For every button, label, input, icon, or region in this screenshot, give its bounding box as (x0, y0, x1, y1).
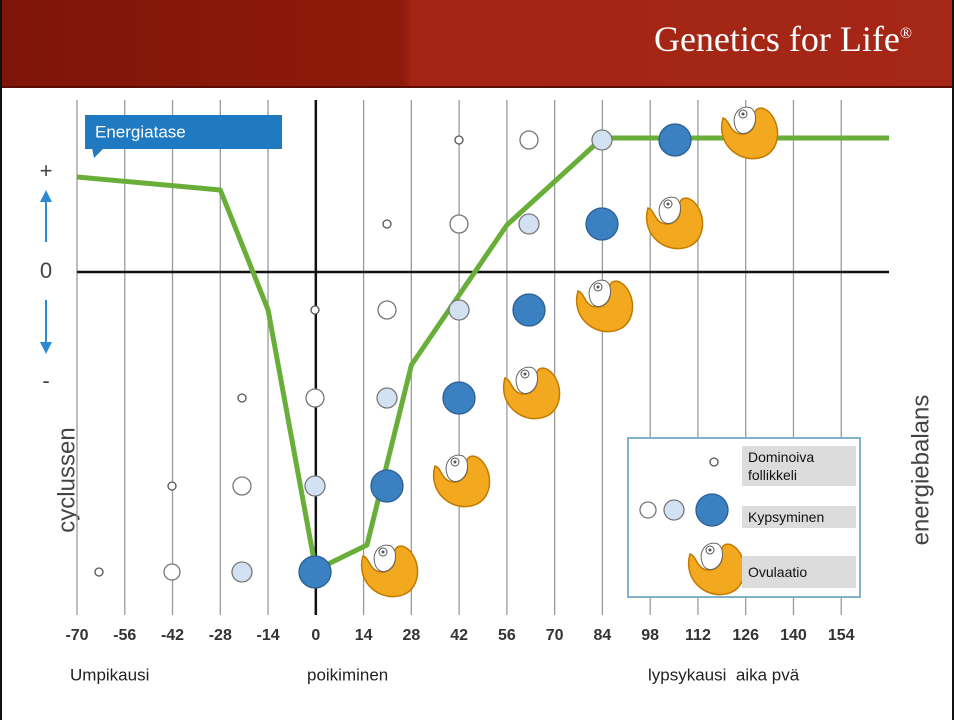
ovulation-icon (360, 544, 419, 598)
x-tick-label: -14 (256, 627, 279, 644)
x-tick-label: 70 (546, 627, 564, 644)
follicle (310, 305, 320, 315)
arrow-down-head (40, 342, 52, 354)
legend-text: Dominoiva follikkeli (742, 446, 856, 486)
follicle (304, 475, 326, 497)
follicle (163, 563, 181, 581)
x-tick-label: 98 (641, 627, 659, 644)
follicle (298, 555, 332, 589)
label-pointer (92, 148, 104, 158)
period-label: lypsykausi aika pvä (648, 665, 800, 684)
series-label-box (85, 115, 282, 149)
follicles (94, 123, 692, 589)
trademark: ® (899, 25, 912, 42)
follicle (454, 135, 464, 145)
x-tick-label: -56 (113, 627, 136, 644)
follicle (382, 219, 392, 229)
header-title: Genetics for Life® (654, 18, 912, 60)
follicle (448, 299, 470, 321)
legend-text: Ovulaatio (742, 556, 856, 588)
header: Genetics for Life® (2, 0, 952, 88)
y-tick-label: - (42, 368, 49, 393)
legend-symbol (709, 457, 719, 467)
ovulation-icon (432, 454, 491, 508)
series-label: Energiatase (95, 122, 186, 141)
follicle (442, 381, 476, 415)
follicle (94, 567, 104, 577)
follicle (370, 469, 404, 503)
x-tick-label: -42 (161, 627, 184, 644)
follicle (512, 293, 546, 327)
follicle (305, 388, 325, 408)
x-tick-label: 56 (498, 627, 516, 644)
x-tick-label: 14 (355, 627, 373, 644)
legend-symbol (639, 501, 657, 519)
ovulation-icon (720, 106, 779, 160)
right-axis-label: energiebalans (907, 395, 934, 546)
y-tick-label: 0 (40, 258, 52, 283)
ovulation-icon (502, 366, 561, 420)
x-tick-label: 84 (594, 627, 612, 644)
title-text: Genetics for Life (653, 19, 900, 59)
legend-text: Kypsyminen (742, 506, 856, 528)
follicle (377, 300, 397, 320)
follicle (376, 387, 398, 409)
follicle (449, 214, 469, 234)
follicle (658, 123, 692, 157)
legend-symbol (695, 493, 729, 527)
y-tick-label: + (40, 158, 53, 183)
x-tick-label: 140 (780, 627, 807, 644)
ovulation-icon (645, 196, 704, 250)
x-tick-label: -70 (65, 627, 88, 644)
x-tick-label: 112 (685, 627, 711, 644)
arrow-up-head (40, 190, 52, 202)
follicle (585, 207, 619, 241)
x-tick-label: 42 (450, 627, 468, 644)
x-tick-label: 126 (732, 627, 759, 644)
x-tick-label: -28 (209, 627, 232, 644)
ovulation-icon (575, 279, 634, 333)
period-label: Umpikausi (70, 665, 149, 684)
follicle (167, 481, 177, 491)
legend-symbol (663, 499, 685, 521)
x-tick-label: 154 (828, 627, 855, 644)
x-tick-label: 28 (402, 627, 420, 644)
y-axis-label: cyclussen (53, 427, 80, 532)
follicle (518, 213, 540, 235)
follicle (519, 130, 539, 150)
follicle (591, 129, 613, 151)
follicle (231, 561, 253, 583)
period-label: poikiminen (307, 665, 388, 684)
x-tick-label: 0 (311, 627, 320, 644)
follicle (232, 476, 252, 496)
follicle (237, 393, 247, 403)
